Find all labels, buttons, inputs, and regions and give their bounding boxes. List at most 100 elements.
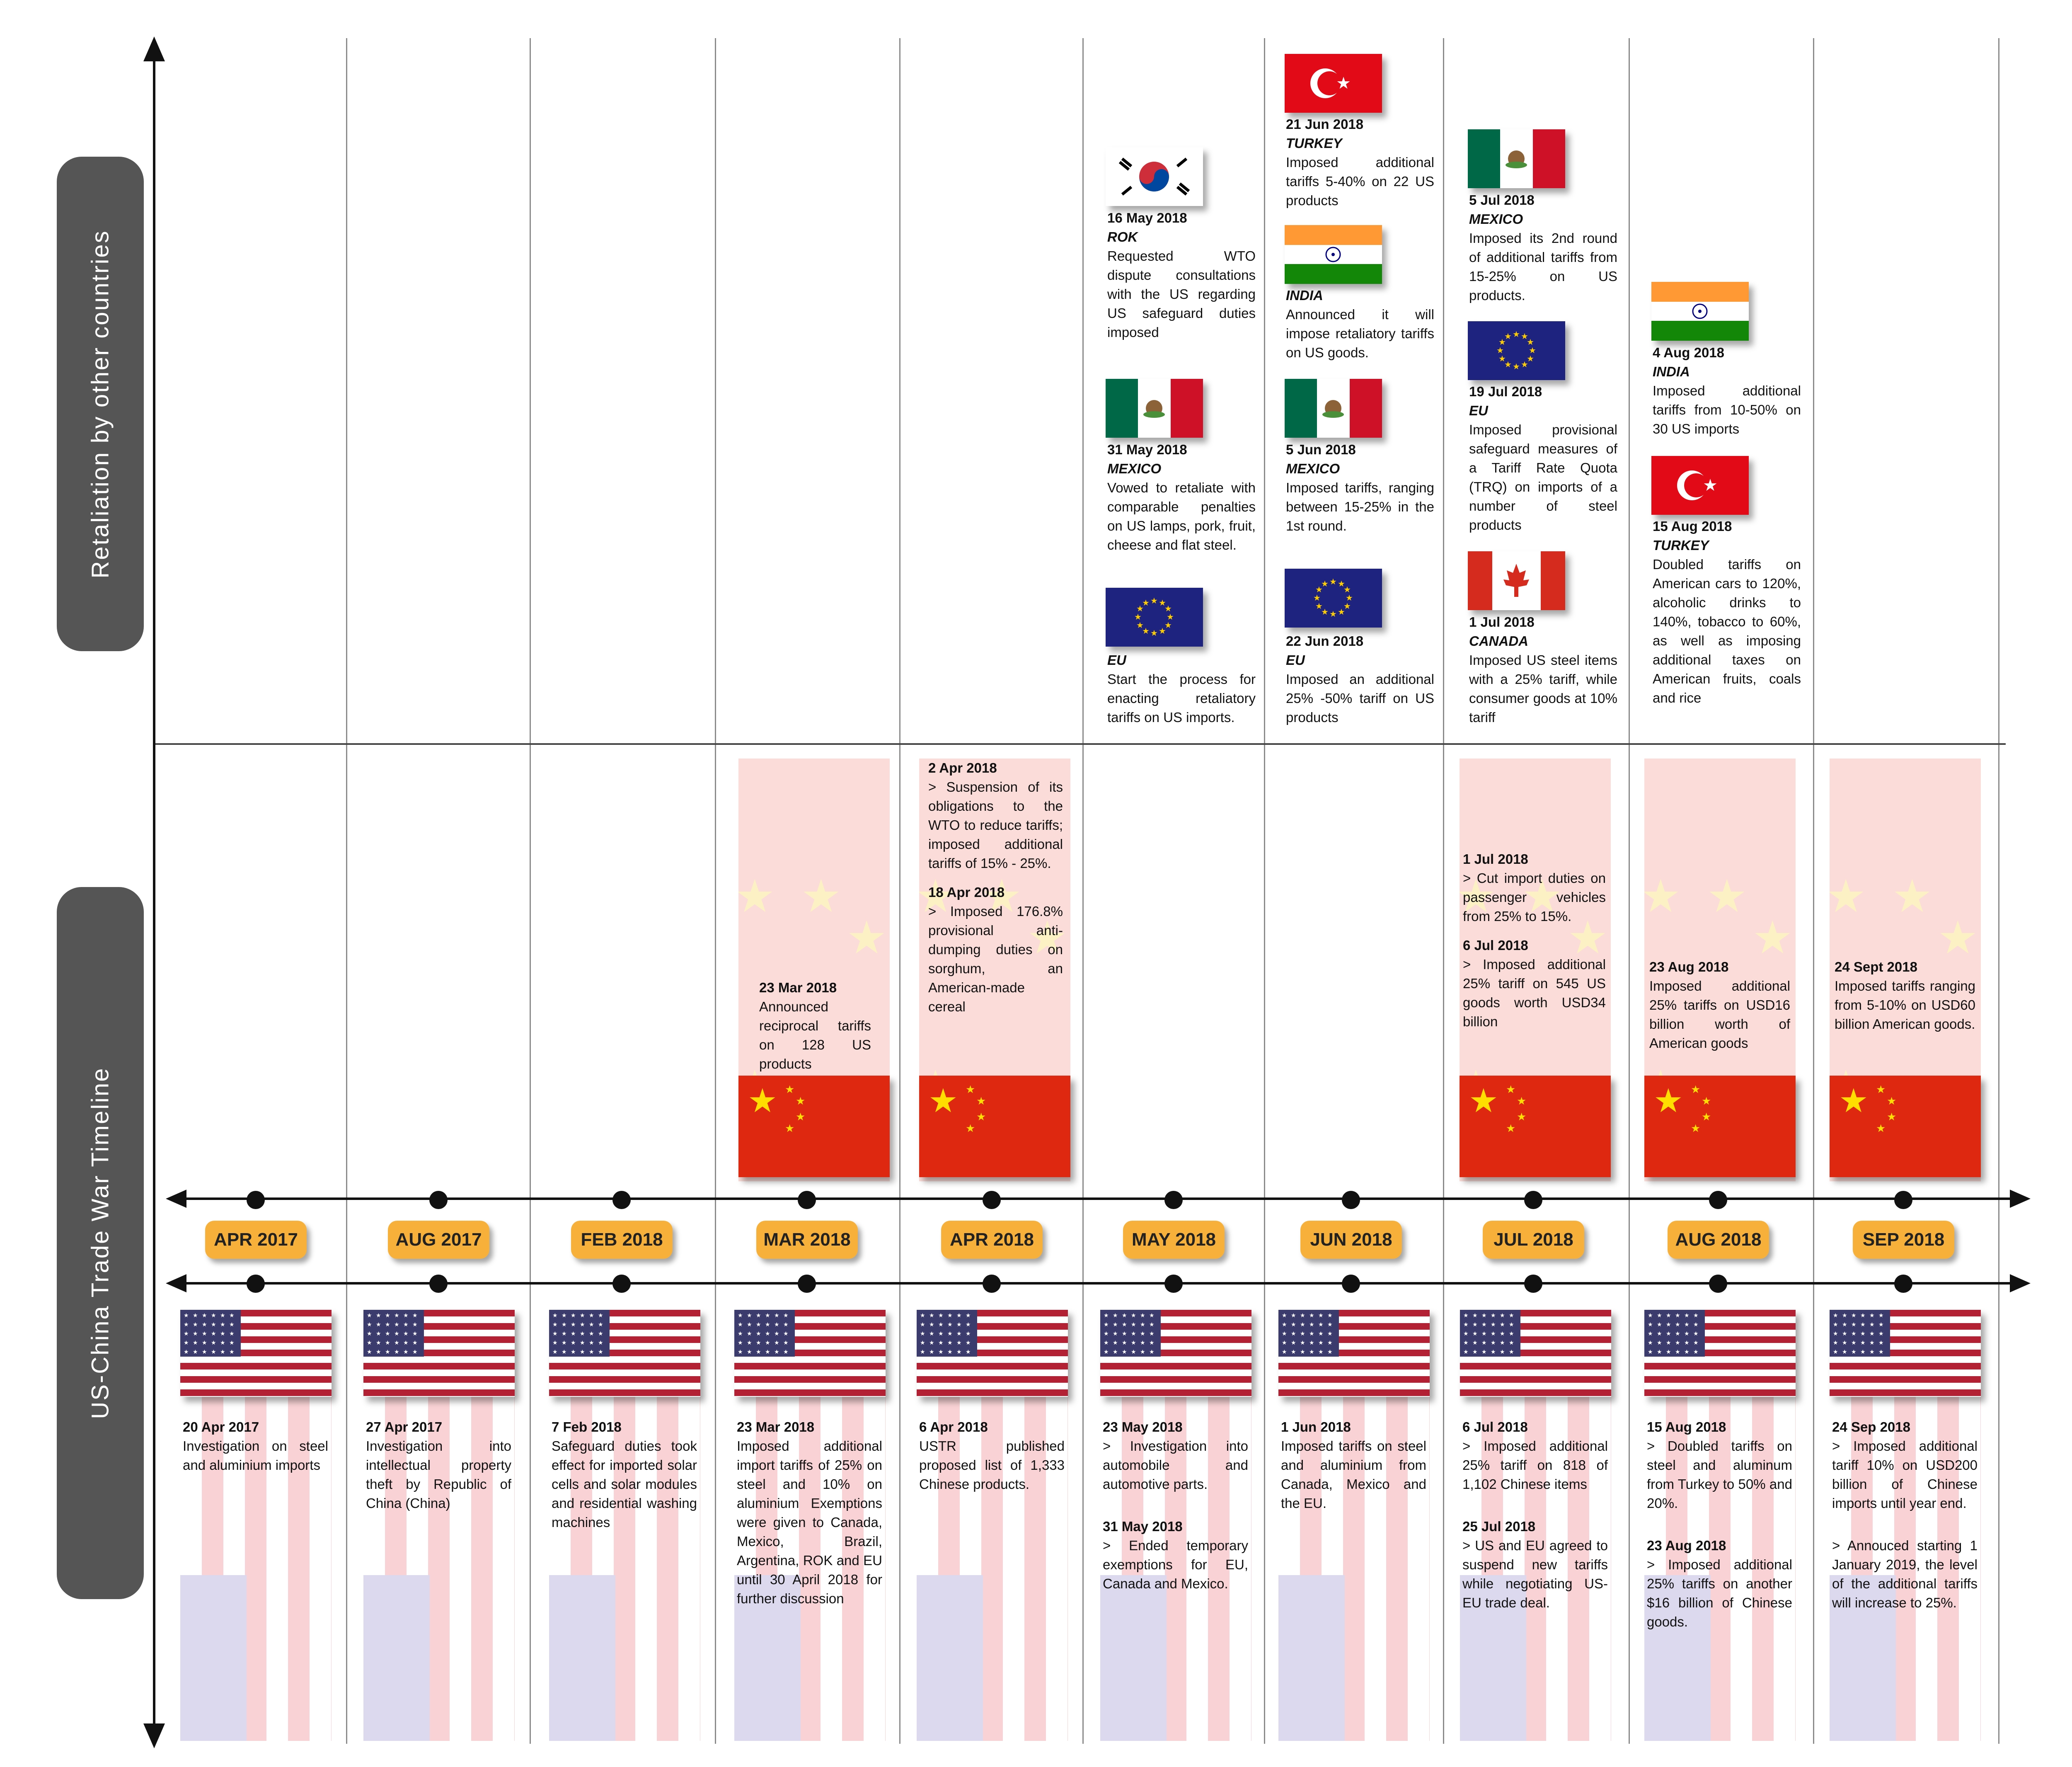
svg-text:★: ★ (1521, 332, 1528, 341)
entry-date: 1 Jul 2018 (1469, 614, 1535, 630)
svg-text:★: ★ (756, 1348, 761, 1355)
entry-body: Doubled tariffs on American cars to 120%… (1653, 557, 1801, 705)
svg-text:★: ★ (1140, 1330, 1145, 1337)
svg-text:★: ★ (1164, 604, 1172, 613)
svg-text:★: ★ (1131, 1312, 1136, 1319)
svg-text:★: ★ (756, 1321, 761, 1328)
svg-text:★: ★ (1833, 1330, 1838, 1337)
svg-text:★: ★ (1327, 1321, 1333, 1328)
svg-text:★: ★ (1513, 362, 1520, 371)
svg-text:★: ★ (394, 1321, 399, 1328)
svg-text:★: ★ (571, 1312, 576, 1319)
svg-text:★: ★ (1291, 1348, 1296, 1355)
svg-text:★: ★ (1481, 1339, 1487, 1346)
svg-text:★: ★ (394, 1312, 399, 1319)
svg-text:★: ★ (738, 871, 775, 922)
svg-text:★: ★ (403, 1339, 409, 1346)
entry-body: > Annouced starting 1 January 2019, the … (1832, 1538, 1978, 1610)
month-badge: MAR 2018 (756, 1221, 858, 1259)
svg-text:★: ★ (1472, 1348, 1478, 1355)
svg-text:★: ★ (1134, 613, 1142, 622)
china-entry: 23 Aug 2018 Imposed additional 25% tarif… (1649, 957, 1790, 1053)
timeline-dot (247, 1191, 265, 1209)
retaliation-entry: EU Start the process for enacting retali… (1107, 651, 1256, 727)
svg-text:★: ★ (1860, 1348, 1866, 1355)
svg-text:★: ★ (1300, 1330, 1305, 1337)
svg-text:★: ★ (1691, 1122, 1700, 1134)
svg-text:★: ★ (229, 1312, 235, 1319)
svg-text:★: ★ (1291, 1330, 1296, 1337)
svg-text:★: ★ (1851, 1348, 1857, 1355)
entry-body: Imposed additional tariffs from 10-50% o… (1653, 383, 1801, 436)
svg-text:★: ★ (1648, 1339, 1653, 1346)
svg-text:★: ★ (756, 1330, 761, 1337)
entry-date: 23 Aug 2018 (1647, 1538, 1726, 1553)
entry-date: 23 Mar 2018 (737, 1419, 815, 1435)
entry-date: 5 Jun 2018 (1286, 442, 1356, 457)
svg-text:★: ★ (184, 1330, 189, 1337)
eu-flag: ★ ★ ★ ★ ★ ★ ★ ★ ★ ★ ★ ★ (1106, 588, 1203, 647)
us-flag: ★ ★ ★ ★ ★ ★ ★ ★ ★ ★ ★ ★ ★ ★ ★ ★ ★ ★ ★ ★ ★ ★ ★ ★ ★ ★ ★ ★ ★ ★ (1100, 1310, 1251, 1397)
entry-country: TURKEY (1286, 136, 1342, 151)
timeline-dot (1342, 1275, 1360, 1293)
svg-text:★: ★ (184, 1348, 189, 1355)
svg-text:★: ★ (1463, 1312, 1469, 1319)
svg-text:★: ★ (1517, 1110, 1526, 1123)
timeline-section-label: US-China Trade War Timeline (57, 887, 144, 1599)
entry-date: 25 Jul 2018 (1462, 1519, 1536, 1534)
svg-text:★: ★ (1500, 1348, 1505, 1355)
us-entry: 23 Mar 2018 Imposed additional import tar… (737, 1418, 882, 1608)
timeline-dot (429, 1191, 448, 1209)
svg-text:★: ★ (1657, 1321, 1662, 1328)
svg-text:★: ★ (976, 1110, 986, 1123)
retaliation-entry: 16 May 2018 ROK Requested WTO dispute co… (1107, 208, 1256, 342)
svg-text:★: ★ (1860, 1330, 1866, 1337)
timeline-dot (983, 1275, 1001, 1293)
svg-text:★: ★ (738, 1312, 743, 1319)
us-entry: 15 Aug 2018 > Doubled tariffs on steel an… (1647, 1418, 1792, 1631)
svg-text:★: ★ (1491, 1339, 1496, 1346)
svg-text:★: ★ (747, 1348, 752, 1355)
svg-text:★: ★ (765, 1321, 770, 1328)
timeline-dot (247, 1275, 265, 1293)
timeline-dot (983, 1191, 1001, 1209)
svg-text:★: ★ (929, 1339, 934, 1346)
retaliation-entry: 15 Aug 2018 TURKEY Doubled tariffs on Am… (1653, 517, 1801, 708)
china-flag: ★ ★ ★ ★ ★ (1830, 1076, 1981, 1177)
section-divider (154, 743, 2006, 745)
us-entry: 1 Jun 2018 Imposed tariffs on steel and a… (1281, 1418, 1426, 1513)
svg-text:★: ★ (1675, 1321, 1680, 1328)
entry-country: TURKEY (1653, 538, 1709, 553)
timeline-dot (1164, 1191, 1183, 1209)
retaliation-entry: 21 Jun 2018 TURKEY Imposed additional ta… (1286, 115, 1434, 210)
svg-text:★: ★ (947, 1330, 953, 1337)
svg-text:★: ★ (1498, 354, 1506, 364)
month-badge: AUG 2017 (388, 1221, 489, 1259)
svg-text:★: ★ (193, 1339, 198, 1346)
vertical-axis (153, 52, 155, 1731)
svg-text:★: ★ (783, 1312, 789, 1319)
svg-text:★: ★ (956, 1330, 962, 1337)
svg-text:★: ★ (193, 1321, 198, 1328)
svg-text:★: ★ (562, 1348, 567, 1355)
svg-text:★: ★ (1666, 1330, 1671, 1337)
svg-text:★: ★ (1666, 1312, 1671, 1319)
entry-country: INDIA (1653, 364, 1690, 379)
svg-text:★: ★ (202, 1312, 207, 1319)
svg-text:★: ★ (367, 1339, 372, 1346)
svg-text:★: ★ (1500, 1321, 1505, 1328)
svg-text:★: ★ (394, 1330, 399, 1337)
entry-date: 27 Apr 2017 (366, 1419, 443, 1435)
svg-text:★: ★ (966, 1321, 971, 1328)
svg-text:★: ★ (1839, 1082, 1869, 1119)
svg-text:★: ★ (1104, 1348, 1109, 1355)
entry-body: Imposed an additional 25% -50% tariff on… (1286, 671, 1434, 725)
svg-text:★: ★ (1496, 346, 1504, 355)
svg-text:★: ★ (1167, 613, 1174, 622)
svg-text:★: ★ (385, 1312, 390, 1319)
column-divider (346, 38, 347, 1744)
entry-body: Imposed tariffs ranging from 5-10% on US… (1835, 978, 1975, 1032)
us-flag: ★ ★ ★ ★ ★ ★ ★ ★ ★ ★ ★ ★ ★ ★ ★ ★ ★ ★ ★ ★ ★ ★ ★ ★ ★ ★ ★ ★ ★ ★ (1644, 1310, 1796, 1397)
svg-text:★: ★ (1851, 1321, 1857, 1328)
